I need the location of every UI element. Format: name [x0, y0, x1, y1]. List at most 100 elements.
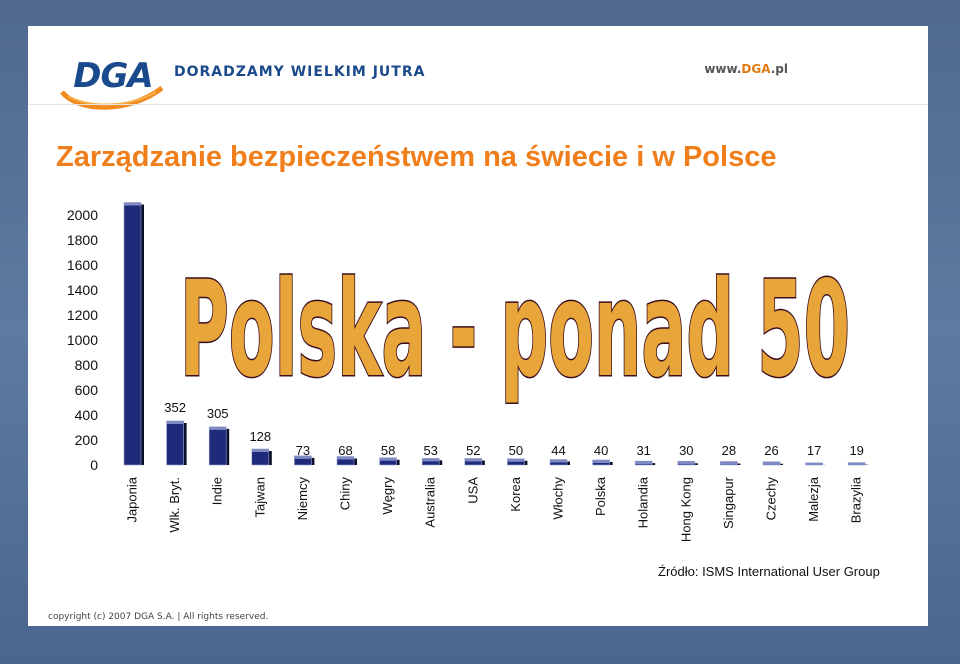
y-tick-label: 1000: [67, 332, 98, 348]
bar-top: [720, 461, 738, 465]
category-label: Indie: [210, 477, 225, 505]
bar: [123, 202, 142, 466]
website-accent: DGA: [741, 62, 771, 76]
data-label: 53: [423, 443, 437, 458]
category-label: USA: [465, 477, 480, 504]
bar-top: [422, 458, 440, 462]
bar-shadow: [268, 451, 272, 465]
page-title: Zarządzanie bezpieczeństwem na świecie i…: [56, 141, 777, 173]
bar: [208, 426, 227, 466]
bar: [166, 420, 184, 466]
bar-top: [166, 421, 184, 424]
category-label: Chiny: [338, 477, 353, 511]
y-tick-label: 1800: [67, 232, 98, 248]
bar-top: [379, 457, 397, 461]
website-link[interactable]: www.DGA.pl: [704, 62, 788, 76]
bar-shadow: [141, 204, 144, 465]
tagline: DORADZAMY WIELKIM JUTRA: [174, 64, 426, 80]
bar-top: [251, 449, 269, 452]
header-divider: [28, 104, 928, 105]
bar-shadow: [780, 463, 783, 465]
category-label: Węgry: [380, 477, 395, 515]
category-label: Brazylia: [849, 476, 864, 523]
bar-shadow: [694, 463, 698, 465]
data-label: 28: [722, 443, 736, 458]
data-label: 73: [296, 443, 310, 458]
bar-shadow: [226, 428, 230, 465]
category-label: Australia: [423, 476, 438, 527]
bar-shadow: [481, 460, 485, 465]
data-label: 26: [764, 443, 778, 458]
y-tick-label: 600: [75, 382, 99, 398]
category-label: Wlk. Bryt.: [167, 477, 182, 533]
data-label: 305: [207, 406, 229, 421]
category-label: Tajwan: [252, 477, 267, 517]
y-tick-label: 400: [75, 407, 99, 423]
y-axis: 0 200 400 600 800 1000 1200 1400 1600 1800 2000: [67, 207, 98, 473]
data-label: 68: [338, 443, 352, 458]
data-label: 58: [381, 443, 395, 458]
bar-shadow: [609, 462, 613, 465]
bar-top: [677, 461, 695, 465]
bar-top: [635, 461, 653, 465]
category-label: Korea: [508, 476, 523, 511]
data-label: 50: [509, 443, 523, 458]
y-tick-label: 200: [75, 432, 99, 448]
category-label: Włochy: [551, 477, 566, 520]
data-label: 52: [466, 443, 480, 458]
category-label: Polska: [593, 476, 608, 516]
category-label: Japonia: [125, 476, 140, 522]
category-label: Czechy: [764, 477, 779, 521]
data-label: 352: [164, 400, 186, 415]
data-label: 40: [594, 443, 608, 458]
copyright: copyright (c) 2007 DGA S.A. | All rights…: [48, 612, 269, 622]
category-label: Holandia: [636, 476, 651, 528]
data-label: 30: [679, 443, 693, 458]
bars: [123, 202, 869, 466]
bar-shadow: [652, 463, 656, 465]
bar-top: [209, 426, 227, 430]
data-label: 19: [849, 443, 863, 458]
website-prefix: www.: [704, 62, 742, 76]
category-label: Niemcy: [295, 477, 310, 521]
category-label: Malezja: [806, 476, 821, 522]
logo-text: DGA: [73, 56, 153, 96]
y-tick-label: 1200: [67, 307, 98, 323]
y-tick-label: 800: [75, 357, 99, 373]
overlay-banner: Polska - ponad 50: [180, 253, 850, 407]
bar-shadow: [524, 460, 528, 465]
bar-top: [507, 458, 525, 462]
y-tick-label: 1600: [67, 257, 98, 273]
bar-top: [337, 456, 354, 460]
category-labels: Japonia Wlk. Bryt. Indie Tajwan Niemcy Chiny W…: [125, 476, 864, 542]
bar-top: [464, 458, 482, 462]
website-suffix: .pl: [770, 62, 788, 76]
bar-shadow: [311, 457, 315, 465]
data-label: 31: [636, 443, 650, 458]
y-tick-label: 2000: [67, 207, 98, 223]
bar-shadow: [183, 423, 187, 465]
bar-top: [550, 459, 567, 463]
data-label: 128: [249, 429, 271, 444]
bar-top: [592, 460, 610, 463]
bar-top: [294, 455, 312, 459]
bar-shadow: [439, 460, 443, 465]
bar-top: [805, 462, 823, 465]
category-label: Singapur: [721, 476, 736, 529]
source-note: Źródło: ISMS International User Group: [658, 564, 880, 579]
data-label: 44: [551, 443, 565, 458]
category-label: Hong Kong: [678, 477, 693, 542]
bar-shadow: [354, 458, 357, 465]
data-labels: 352 305 128 73 68 58 53 52 50 44 40 31 30 28 26 17 19: [164, 400, 864, 458]
bar-shadow: [567, 461, 570, 465]
y-tick-label: 0: [90, 457, 98, 473]
data-label: 17: [807, 443, 821, 458]
bar-top: [848, 462, 866, 465]
slide: DGA DORADZAMY WIELKIM JUTRA www.DGA.pl Z…: [28, 26, 928, 626]
bar-top: [763, 461, 780, 465]
bar-shadow: [737, 463, 741, 465]
bar-shadow: [396, 459, 400, 465]
bar-top: [124, 202, 141, 206]
y-tick-label: 1400: [67, 282, 98, 298]
